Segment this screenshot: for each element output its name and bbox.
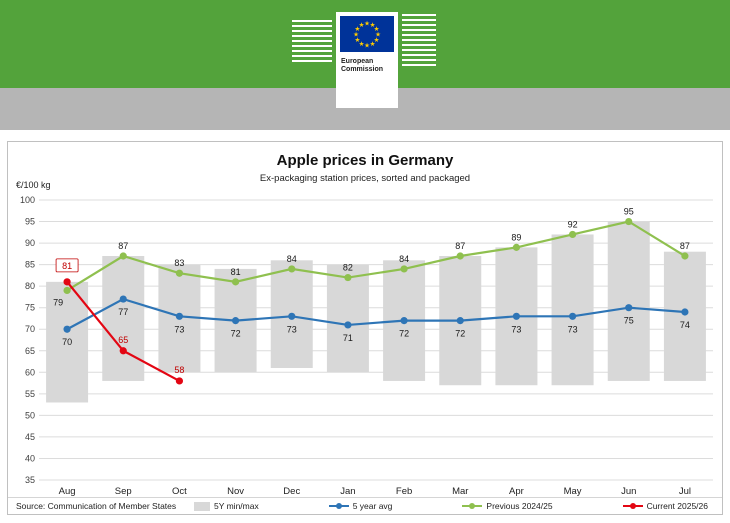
svg-text:87: 87: [455, 241, 465, 251]
svg-text:73: 73: [568, 324, 578, 334]
svg-text:Jul: Jul: [679, 486, 691, 497]
chart-legend: 5Y min/max 5 year avg Previous 2024/25 C…: [194, 501, 714, 511]
svg-text:95: 95: [25, 217, 35, 227]
legend-item-current: Current 2025/26: [622, 501, 708, 511]
logo-plaque: ★ ★ ★ ★ ★ ★ ★ ★ ★ ★ ★ ★ European Commission: [336, 12, 398, 108]
svg-text:★: ★: [364, 20, 370, 27]
avg-line-swatch-icon: [328, 502, 349, 510]
svg-text:73: 73: [174, 324, 184, 334]
svg-text:92: 92: [568, 219, 578, 229]
y-axis-unit-label: €/100 kg: [16, 180, 51, 190]
svg-text:Mar: Mar: [452, 486, 468, 497]
svg-text:87: 87: [680, 241, 690, 251]
svg-text:79: 79: [53, 297, 63, 307]
svg-text:Aug: Aug: [59, 486, 76, 497]
svg-text:★: ★: [359, 22, 365, 29]
svg-text:84: 84: [399, 254, 409, 264]
svg-text:55: 55: [25, 389, 35, 399]
logo-caption-line1: European: [341, 58, 374, 65]
svg-text:81: 81: [231, 267, 241, 277]
svg-text:77: 77: [118, 307, 128, 317]
chart-subtitle: Ex-packaging station prices, sorted and …: [259, 173, 471, 184]
svg-text:★: ★: [370, 22, 376, 29]
legend-item-5yavg: 5 year avg: [328, 501, 393, 511]
svg-text:Dec: Dec: [283, 486, 300, 497]
legend-item-previous: Previous 2024/25: [462, 501, 553, 511]
svg-text:Feb: Feb: [396, 486, 412, 497]
legend-label-current: Current 2025/26: [646, 501, 708, 511]
svg-text:58: 58: [174, 365, 184, 375]
svg-text:80: 80: [25, 281, 35, 291]
chart-title: Apple prices in Germany: [276, 152, 454, 169]
svg-text:35: 35: [25, 475, 35, 485]
svg-text:73: 73: [511, 324, 521, 334]
legend-item-minmax: 5Y min/max: [194, 501, 259, 511]
price-chart: 35 40 45 50 55 60 65 70 75 80 85 90 95 100 Aug Sep Oct No…: [20, 195, 713, 497]
svg-text:81: 81: [62, 261, 72, 271]
svg-text:85: 85: [25, 260, 35, 270]
svg-text:82: 82: [343, 263, 353, 273]
svg-text:72: 72: [399, 329, 409, 339]
chart-footer: Source: Communication of Member States 5…: [8, 497, 722, 514]
svg-text:Apr: Apr: [509, 486, 524, 497]
svg-text:Jun: Jun: [621, 486, 636, 497]
svg-text:★: ★: [364, 42, 370, 49]
logo-caption: European Commission: [341, 58, 383, 75]
svg-text:45: 45: [25, 432, 35, 442]
chart-card: Apple prices in Germany Ex-packaging sta…: [7, 141, 723, 515]
svg-text:72: 72: [455, 329, 465, 339]
svg-text:87: 87: [118, 241, 128, 251]
svg-text:60: 60: [25, 367, 35, 377]
current-line-swatch-icon: [622, 502, 643, 510]
svg-text:★: ★: [370, 41, 376, 48]
svg-text:100: 100: [20, 195, 35, 205]
svg-text:★: ★: [353, 31, 359, 38]
svg-text:65: 65: [25, 346, 35, 356]
svg-text:74: 74: [680, 320, 690, 330]
svg-text:75: 75: [624, 316, 634, 326]
svg-text:Sep: Sep: [115, 486, 132, 497]
source-note: Source: Communication of Member States: [16, 501, 177, 511]
svg-text:★: ★: [355, 37, 361, 44]
svg-text:40: 40: [25, 453, 35, 463]
svg-text:75: 75: [25, 303, 35, 313]
svg-text:95: 95: [624, 207, 634, 217]
legend-label-previous: Previous 2024/25: [486, 501, 553, 511]
minmax-swatch-icon: [194, 501, 210, 511]
svg-text:Nov: Nov: [227, 486, 244, 497]
svg-text:72: 72: [231, 329, 241, 339]
svg-text:84: 84: [287, 254, 297, 264]
european-commission-logo: ★ ★ ★ ★ ★ ★ ★ ★ ★ ★ ★ ★ European Commission: [290, 12, 440, 110]
previous-line-swatch-icon: [462, 502, 483, 510]
eu-flag-icon: ★ ★ ★ ★ ★ ★ ★ ★ ★ ★ ★ ★: [340, 16, 394, 52]
svg-text:70: 70: [25, 324, 35, 334]
svg-text:71: 71: [343, 333, 353, 343]
svg-text:73: 73: [287, 324, 297, 334]
svg-text:May: May: [564, 486, 582, 497]
svg-text:★: ★: [375, 31, 381, 38]
svg-text:83: 83: [174, 258, 184, 268]
svg-text:90: 90: [25, 238, 35, 248]
legend-label-minmax: 5Y min/max: [214, 501, 259, 511]
logo-stripes-left-icon: [292, 20, 332, 62]
svg-text:★: ★: [374, 37, 380, 44]
logo-caption-line2: Commission: [341, 66, 384, 74]
svg-text:70: 70: [62, 337, 72, 347]
svg-text:89: 89: [511, 232, 521, 242]
svg-text:65: 65: [118, 335, 128, 345]
svg-text:★: ★: [355, 26, 361, 33]
legend-label-5yavg: 5 year avg: [352, 501, 393, 511]
svg-text:★: ★: [359, 41, 365, 48]
svg-text:★: ★: [374, 26, 380, 33]
svg-text:50: 50: [25, 410, 35, 420]
logo-stripes-right-icon: [402, 14, 436, 66]
svg-text:Jan: Jan: [340, 486, 355, 497]
svg-text:Oct: Oct: [172, 486, 187, 497]
